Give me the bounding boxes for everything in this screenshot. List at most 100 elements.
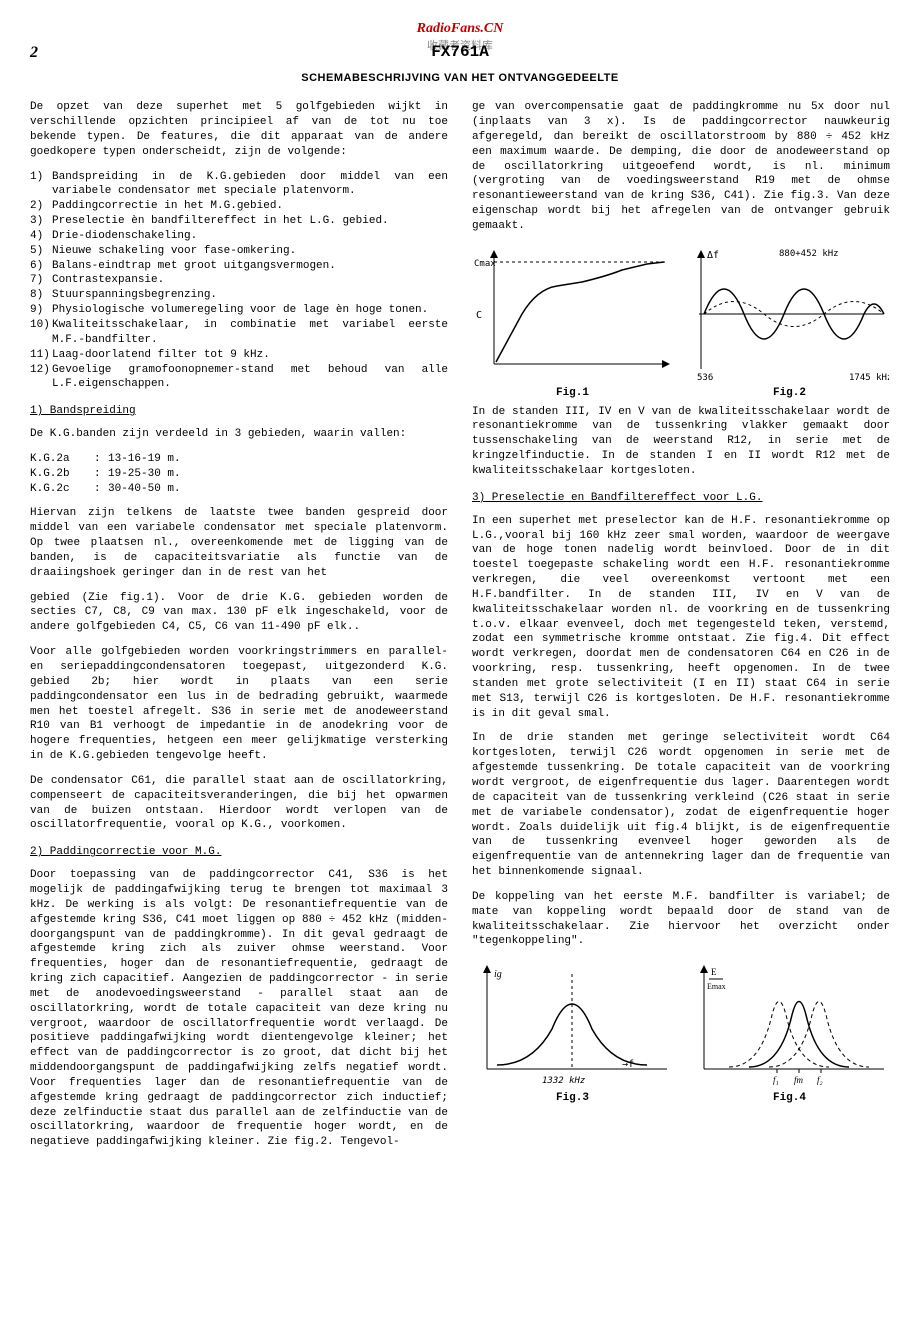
band-table: K.G.2a:13-16-19 m.K.G.2b:19-25-30 m.K.G.…	[30, 452, 448, 497]
feature-num: 7)	[30, 273, 52, 288]
feature-num: 5)	[30, 244, 52, 259]
feature-num: 2)	[30, 199, 52, 214]
figs-3-4-row: ig 1332 kHz →f Fig.3 E Emax	[472, 959, 890, 1106]
feature-item: 5)Nieuwe schakeling voor fase-omkering.	[30, 244, 448, 259]
fig4-box: E Emax f₁ fm f₂ Fig.4	[689, 959, 890, 1106]
svg-text:E: E	[711, 967, 717, 977]
band-row: K.G.2a:13-16-19 m.	[30, 452, 448, 467]
fig3-svg: ig 1332 kHz →f	[472, 959, 672, 1089]
fig4-caption: Fig.4	[689, 1091, 890, 1106]
feature-text: Kwaliteitsschakelaar, in combinatie met …	[52, 318, 448, 348]
fig2-svg: Δf 880+452 kHz 536 1745 kHz	[689, 244, 889, 384]
two-column-layout: De opzet van deze superhet met 5 golfgeb…	[30, 100, 890, 1160]
col2-p2: In de standen III, IV en V van de kwalit…	[472, 405, 890, 479]
band-row: K.G.2b:19-25-30 m.	[30, 467, 448, 482]
feature-item: 4)Drie-diodenschakeling.	[30, 229, 448, 244]
band-cell: :	[94, 452, 108, 467]
feature-text: Paddingcorrectie in het M.G.gebied.	[52, 199, 448, 214]
feature-text: Contrastexpansie.	[52, 273, 448, 288]
svg-text:1745 kHz: 1745 kHz	[849, 373, 889, 383]
feature-item: 3)Preselectie èn bandfiltereffect in het…	[30, 214, 448, 229]
feature-item: 9)Physiologische volumeregeling voor de …	[30, 303, 448, 318]
section-2-head: 2) Paddingcorrectie voor M.G.	[30, 845, 448, 860]
feature-item: 12)Gevoelige gramofoonopnemer-stand met …	[30, 363, 448, 393]
right-column: ge van overcompensatie gaat de paddingkr…	[472, 100, 890, 1160]
feature-num: 3)	[30, 214, 52, 229]
feature-text: Gevoelige gramofoonopnemer-stand met beh…	[52, 363, 448, 393]
svg-text:880+452 kHz: 880+452 kHz	[779, 249, 839, 259]
svg-text:Cmax: Cmax	[474, 259, 496, 269]
feature-text: Balans-eindtrap met groot uitgangsvermog…	[52, 259, 448, 274]
band-cell: K.G.2c	[30, 482, 94, 497]
svg-text:ig: ig	[494, 969, 502, 980]
watermark-site: RadioFans.CN	[30, 20, 890, 39]
svg-text:→f: →f	[622, 1059, 634, 1070]
fig2-box: Δf 880+452 kHz 536 1745 kHz Fig.2	[689, 244, 890, 401]
section-1-head: 1) Bandspreiding	[30, 404, 448, 419]
feature-item: 10)Kwaliteitsschakelaar, in combinatie m…	[30, 318, 448, 348]
feature-num: 6)	[30, 259, 52, 274]
feature-text: Physiologische volumeregeling voor de la…	[52, 303, 448, 318]
fig1-svg: Cmax C	[472, 244, 672, 384]
fig4-svg: E Emax f₁ fm f₂	[689, 959, 889, 1089]
feature-num: 9)	[30, 303, 52, 318]
band-cell: 13-16-19 m.	[108, 452, 448, 467]
svg-text:C: C	[476, 310, 482, 321]
band-cell: K.G.2a	[30, 452, 94, 467]
feature-text: Nieuwe schakeling voor fase-omkering.	[52, 244, 448, 259]
col2-p4: In de drie standen met geringe selectivi…	[472, 731, 890, 879]
s1-p2: Hiervan zijn telkens de laatste twee ban…	[30, 506, 448, 580]
s1-p3: gebied (Zie fig.1). Voor de drie K.G. ge…	[30, 591, 448, 636]
band-cell: :	[94, 482, 108, 497]
left-column: De opzet van deze superhet met 5 golfgeb…	[30, 100, 448, 1160]
feature-num: 11)	[30, 348, 52, 363]
model-number: FX761A	[30, 42, 890, 64]
fig3-box: ig 1332 kHz →f Fig.3	[472, 959, 673, 1106]
svg-text:Δf: Δf	[707, 250, 719, 261]
s1-p5: De condensator C61, die parallel staat a…	[30, 774, 448, 833]
svg-text:f₁: f₁	[773, 1075, 779, 1085]
band-cell: K.G.2b	[30, 467, 94, 482]
page-number: 2	[30, 42, 38, 64]
feature-item: 1)Bandspreiding in de K.G.gebieden door …	[30, 170, 448, 200]
section-3-head: 3) Preselectie en Bandfiltereffect voor …	[472, 491, 890, 506]
feature-num: 10)	[30, 318, 52, 348]
feature-item: 11)Laag-doorlatend filter tot 9 kHz.	[30, 348, 448, 363]
feature-text: Bandspreiding in de K.G.gebieden door mi…	[52, 170, 448, 200]
feature-num: 1)	[30, 170, 52, 200]
feature-item: 8)Stuurspanningsbegrenzing.	[30, 288, 448, 303]
feature-text: Laag-doorlatend filter tot 9 kHz.	[52, 348, 448, 363]
col2-p3: In een superhet met preselector kan de H…	[472, 514, 890, 722]
feature-num: 4)	[30, 229, 52, 244]
fig1-caption: Fig.1	[472, 386, 673, 401]
band-cell: :	[94, 467, 108, 482]
intro-paragraph: De opzet van deze superhet met 5 golfgeb…	[30, 100, 448, 159]
feature-text: Drie-diodenschakeling.	[52, 229, 448, 244]
feature-list: 1)Bandspreiding in de K.G.gebieden door …	[30, 170, 448, 393]
feature-item: 7)Contrastexpansie.	[30, 273, 448, 288]
svg-text:fm: fm	[794, 1075, 804, 1085]
band-row: K.G.2c:30-40-50 m.	[30, 482, 448, 497]
feature-text: Preselectie èn bandfiltereffect in het L…	[52, 214, 448, 229]
col2-p1: ge van overcompensatie gaat de paddingkr…	[472, 100, 890, 234]
svg-text:1332 kHz: 1332 kHz	[542, 1076, 585, 1086]
band-cell: 19-25-30 m.	[108, 467, 448, 482]
page-title: SCHEMABESCHRIJVING VAN HET ONTVANGGEDEEL…	[30, 71, 890, 86]
feature-item: 2)Paddingcorrectie in het M.G.gebied.	[30, 199, 448, 214]
fig3-caption: Fig.3	[472, 1091, 673, 1106]
svg-text:f₂: f₂	[817, 1075, 823, 1085]
fig1-box: Cmax C Fig.1	[472, 244, 673, 401]
fig2-caption: Fig.2	[689, 386, 890, 401]
band-cell: 30-40-50 m.	[108, 482, 448, 497]
feature-item: 6)Balans-eindtrap met groot uitgangsverm…	[30, 259, 448, 274]
s1-p1: De K.G.banden zijn verdeeld in 3 gebiede…	[30, 427, 448, 442]
svg-text:536: 536	[697, 373, 713, 383]
s2-p1: Door toepassing van de paddingcorrector …	[30, 868, 448, 1150]
s1-p4: Voor alle golfgebieden worden voorkrings…	[30, 645, 448, 764]
col2-p5: De koppeling van het eerste M.F. bandfil…	[472, 890, 890, 949]
feature-text: Stuurspanningsbegrenzing.	[52, 288, 448, 303]
feature-num: 12)	[30, 363, 52, 393]
figs-1-2-row: Cmax C Fig.1 Δf 880+452 kHz 536 1	[472, 244, 890, 401]
feature-num: 8)	[30, 288, 52, 303]
svg-text:Emax: Emax	[707, 982, 726, 991]
